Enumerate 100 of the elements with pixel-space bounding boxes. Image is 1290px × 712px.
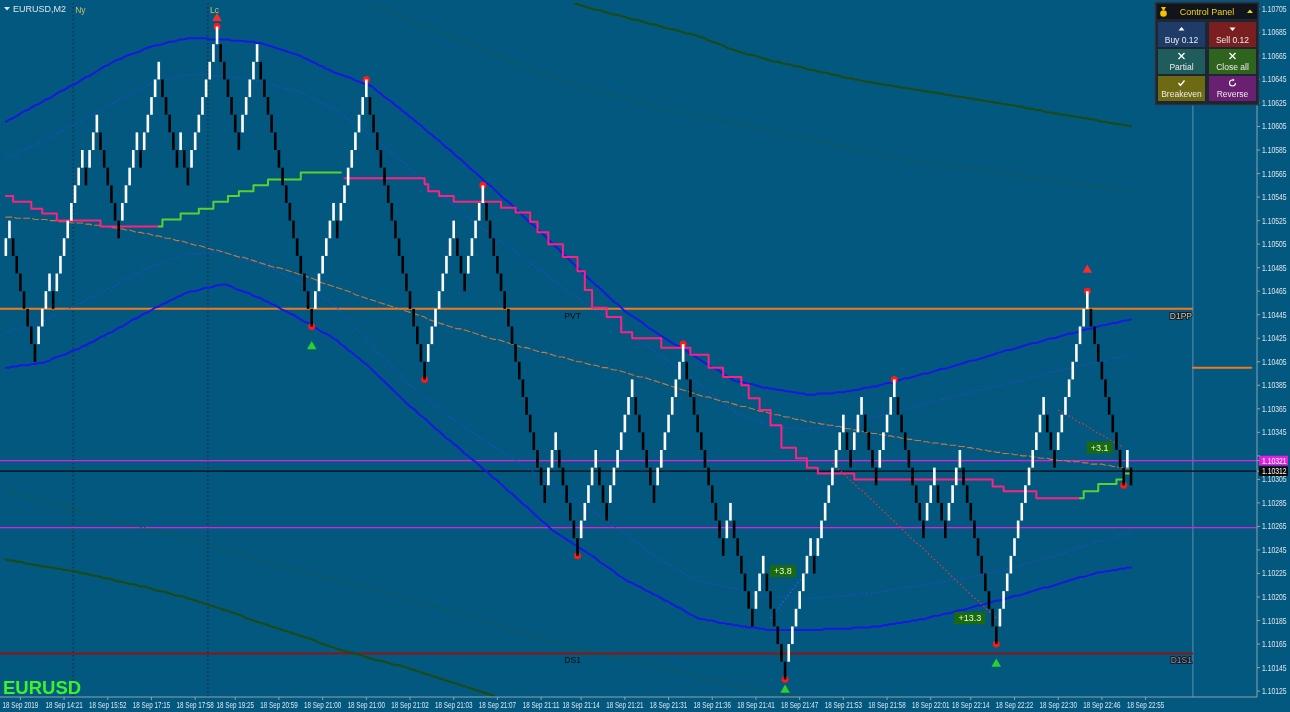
point	[212, 12, 222, 22]
candlestick	[667, 414, 670, 433]
candlestick	[131, 150, 135, 168]
candlestick	[1024, 485, 1027, 503]
candlestick	[1020, 502, 1024, 521]
candlestick	[761, 555, 765, 574]
candlestick	[842, 414, 845, 433]
series-label: +3.1	[1090, 442, 1109, 453]
candlestick	[608, 485, 612, 503]
y-tick-label: 1.10585	[1262, 145, 1287, 156]
line-series	[5, 251, 1132, 599]
candlestick	[1115, 432, 1118, 450]
candlestick	[88, 150, 91, 168]
candlestick	[558, 449, 561, 468]
line-series	[4, 37, 1133, 396]
x-tick-label: 18 Sep 22:14	[952, 700, 990, 711]
candlestick	[780, 644, 783, 662]
candlestick	[812, 555, 816, 574]
candlestick	[128, 167, 131, 186]
candlestick	[659, 449, 663, 468]
x-tick-label: 18 Sep 21:00	[303, 700, 342, 711]
candlestick	[1126, 449, 1129, 468]
y-tick-label: 1.10525	[1262, 215, 1287, 226]
candlestick	[849, 449, 852, 468]
candlestick	[182, 150, 186, 168]
y-tick-label: 1.10705	[1262, 4, 1287, 15]
candlestick	[594, 449, 598, 468]
candlestick	[15, 255, 19, 274]
candlestick	[696, 414, 699, 433]
candlestick	[248, 79, 252, 98]
candlestick	[477, 202, 481, 221]
candlestick	[940, 502, 943, 521]
candlestick	[350, 150, 354, 168]
annotation: Buy 0.12	[1164, 35, 1199, 45]
x-tick-label: 18 Sep 14:21	[45, 700, 83, 711]
candlestick	[139, 150, 142, 168]
candlestick	[426, 344, 430, 362]
line-series	[5, 216, 1132, 470]
candlestick	[99, 132, 102, 151]
candlestick	[903, 432, 907, 450]
x-tick-label: 18 Sep 21:31	[649, 700, 688, 711]
x-tick-label: 18 Sep 21:11	[522, 700, 560, 711]
candlestick	[689, 379, 692, 398]
candlestick	[758, 573, 761, 592]
candlestick	[787, 644, 791, 662]
candlestick	[565, 485, 568, 503]
y-tick-label: 1.10125	[1262, 686, 1287, 697]
candlestick	[208, 61, 212, 80]
candlestick	[503, 291, 506, 309]
candlestick	[798, 591, 801, 609]
candlestick	[852, 432, 856, 450]
candlestick	[605, 502, 608, 521]
candlestick	[19, 273, 22, 292]
candlestick	[769, 591, 772, 609]
candlestick	[1071, 361, 1075, 380]
candlestick	[48, 273, 51, 292]
candlestick	[161, 79, 164, 98]
candlestick	[944, 520, 947, 539]
x-tick-label: 18 Sep 21:36	[693, 700, 731, 711]
annotation: Sell 0.12	[1215, 35, 1250, 45]
candlestick	[751, 608, 754, 627]
point	[1082, 264, 1093, 273]
candlestick	[37, 326, 40, 345]
annotation: Lc	[209, 5, 220, 15]
candlestick	[66, 220, 70, 239]
candlestick	[219, 44, 222, 62]
candlestick	[281, 167, 284, 186]
candlestick	[831, 467, 834, 486]
annotation: Close all	[1216, 62, 1249, 72]
candlestick	[223, 61, 226, 80]
y-tick-label: 1.10165	[1262, 639, 1287, 650]
candlestick	[40, 308, 44, 327]
x-tick-label: 18 Sep 21:41	[737, 700, 775, 711]
candlestick	[1064, 397, 1067, 415]
line-series	[4, 558, 495, 697]
y-tick-label: 1.10225	[1262, 568, 1287, 579]
candlestick	[474, 220, 477, 239]
candlestick	[656, 467, 659, 486]
ref-line-label: D1PP	[1169, 310, 1193, 321]
candlestick	[1045, 414, 1049, 433]
candlestick	[954, 467, 958, 486]
line-series	[769, 570, 808, 619]
x-tick-label: 18 Sep 2019	[2, 700, 39, 711]
y-tick-label: 1.10265	[1262, 521, 1287, 532]
y-tick-label: 1.10445	[1262, 309, 1287, 320]
line-series	[572, 3, 1133, 128]
candlestick	[634, 397, 638, 415]
candlestick	[1093, 326, 1096, 345]
y-tick-label: 1.10365	[1262, 404, 1287, 414]
annotation: DS1	[564, 655, 582, 666]
candlestick	[110, 185, 113, 203]
candlestick	[445, 255, 448, 274]
annotation: Ny	[75, 5, 87, 15]
y-tick-label: 1.10665	[1262, 51, 1287, 62]
candlestick	[525, 397, 528, 415]
candlestick	[401, 255, 405, 274]
y-tick-label: 1.10405	[1262, 357, 1287, 367]
candlestick	[441, 273, 445, 292]
candlestick	[270, 114, 273, 133]
candlestick	[394, 220, 397, 239]
